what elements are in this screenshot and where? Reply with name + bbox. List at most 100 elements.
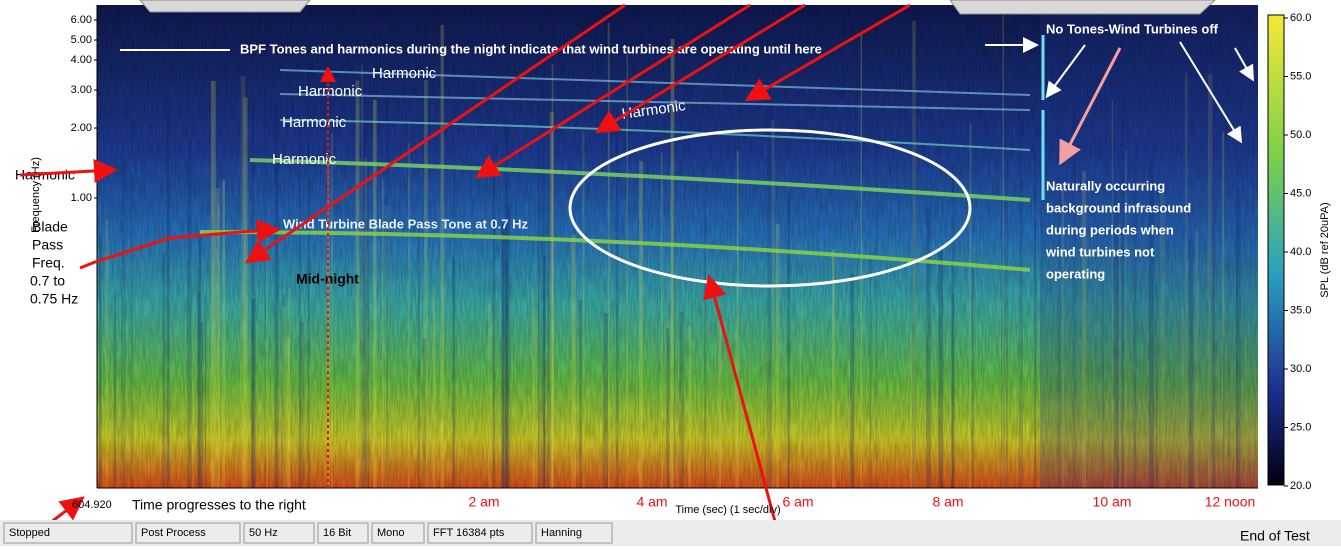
midnight: Mid-night	[296, 271, 359, 287]
stripe	[661, 153, 662, 488]
colorbar-tick-label: 60.0	[1290, 12, 1311, 24]
stripe	[952, 164, 955, 488]
stripe	[735, 330, 737, 488]
blade-pass-line: Pass	[32, 237, 63, 253]
stripe	[433, 287, 435, 488]
harmonic-label: Harmonic	[272, 151, 337, 168]
natural-line: operating	[1046, 266, 1105, 281]
time-label: 10 am	[1093, 494, 1132, 510]
stripe	[970, 123, 972, 488]
y-tick-label: 6.00	[71, 14, 92, 26]
harmonic-label: Harmonic	[372, 65, 437, 82]
time-label: 8 am	[932, 494, 963, 510]
colorbar-tick-label: 40.0	[1290, 246, 1311, 258]
time-label: 2 am	[468, 494, 499, 510]
stripe	[639, 161, 643, 488]
no-tones: No Tones-Wind Turbines off	[1046, 21, 1219, 36]
colorbar-label: SPL (dB ref 20uPA)	[1319, 202, 1331, 297]
status-text: Post Process	[141, 527, 206, 539]
stripe	[281, 294, 285, 488]
status-text: Hanning	[541, 527, 582, 539]
colorbar-tick-label: 45.0	[1290, 187, 1311, 199]
stripe	[205, 294, 206, 488]
colorbar-tick-label: 55.0	[1290, 70, 1311, 82]
stripe	[689, 326, 692, 488]
time-progresses: Time progresses to the right	[132, 497, 306, 513]
stripe	[507, 205, 511, 488]
y-tick-label: 3.00	[71, 84, 92, 96]
stripe	[832, 250, 834, 488]
stripe	[114, 295, 116, 488]
stripe	[534, 308, 537, 488]
x-start: 604.920	[72, 499, 112, 511]
callout-shape	[950, 0, 1215, 14]
harmonic-label: Harmonic	[282, 114, 347, 131]
natural-line: Naturally occurring	[1046, 178, 1165, 193]
stripe	[616, 94, 618, 488]
stripe	[386, 80, 388, 488]
natural-line: background infrasound	[1046, 200, 1191, 215]
y-tick-label: 4.00	[71, 54, 92, 66]
status-text: 50 Hz	[249, 527, 278, 539]
time-labels: 2 am4 am6 am8 am10 am12 noon	[468, 494, 1255, 510]
stripe	[850, 274, 854, 488]
stripe	[130, 174, 133, 488]
stripe	[488, 303, 492, 488]
stripe	[367, 116, 369, 488]
stripe	[1003, 11, 1004, 488]
stripe	[532, 289, 534, 488]
stripe	[679, 312, 684, 488]
stripe	[187, 139, 191, 488]
stripe	[603, 313, 608, 488]
end-of-test: End of Test	[1240, 528, 1310, 544]
stripe	[666, 328, 669, 488]
stripe	[373, 100, 377, 488]
stripe	[251, 299, 255, 488]
y-tick-label: 5.00	[71, 34, 92, 46]
stripe	[787, 193, 790, 488]
stripe	[870, 245, 872, 488]
stripe	[875, 31, 877, 488]
stripe	[299, 116, 301, 488]
callout-shape	[140, 0, 310, 12]
time-label: 12 noon	[1205, 494, 1256, 510]
blade-pass-line: 0.7 to	[30, 273, 65, 289]
stripe	[1034, 153, 1036, 488]
stripe	[704, 199, 705, 488]
stripe	[423, 338, 426, 488]
stripe	[331, 133, 332, 488]
stripe	[938, 247, 943, 488]
colorbar	[1268, 15, 1284, 485]
stripe	[547, 90, 551, 488]
stripe	[673, 129, 675, 488]
y-tick-label: 1.00	[71, 192, 92, 204]
status-text: FFT 16384 pts	[433, 527, 505, 539]
colorbar-tick-label: 30.0	[1290, 363, 1311, 375]
stripe	[1019, 86, 1023, 488]
stripe	[266, 229, 267, 488]
stripe	[579, 300, 582, 488]
blade-pass-line: 0.75 Hz	[30, 291, 78, 307]
stripe	[861, 35, 862, 488]
stripe	[453, 135, 454, 488]
stripe	[1006, 104, 1008, 488]
stripe	[99, 234, 101, 488]
stripe	[418, 224, 420, 488]
stripe	[971, 269, 973, 488]
stripe	[926, 207, 930, 488]
colorbar-tick-label: 25.0	[1290, 421, 1311, 433]
stripe	[211, 81, 216, 488]
stripe	[265, 17, 266, 488]
stripe	[737, 151, 738, 488]
stripe	[243, 98, 247, 488]
blade-pass-line: Freq.	[32, 255, 65, 271]
stripe	[288, 289, 290, 488]
stripe	[222, 180, 225, 488]
stripe	[718, 321, 721, 488]
stripe	[162, 253, 165, 488]
screen: 6.005.004.003.002.001.00 60.055.050.045.…	[0, 0, 1341, 546]
natural-line: wind turbines not	[1045, 244, 1155, 259]
body: 6.005.004.003.002.001.00 60.055.050.045.…	[0, 0, 1341, 546]
